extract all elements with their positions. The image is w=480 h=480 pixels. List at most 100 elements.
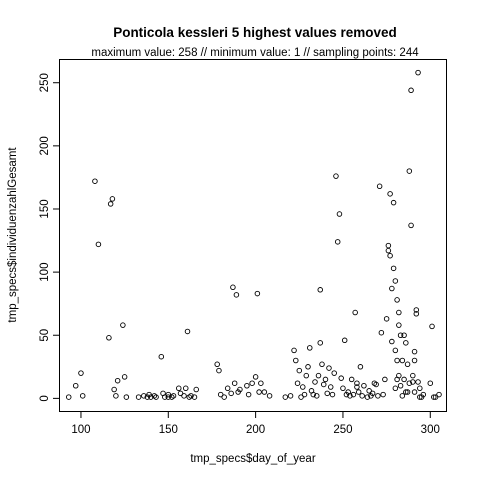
data-point [191,394,198,400]
data-point [113,393,119,399]
data-point [301,391,308,398]
data-point [184,328,191,335]
chart-title: Ponticola kessleri 5 highest values remo… [113,25,397,40]
data-point [249,380,255,386]
data-point [326,365,332,371]
data-point [392,278,399,284]
data-point [354,384,360,390]
data-point [258,380,264,386]
data-point [176,385,182,392]
y-axis-label: tmp_specs$individuenzahlGesamt [7,147,19,323]
data-point [396,309,402,316]
data-point [92,178,98,184]
x-tick-label: 200 [246,424,265,436]
data-point [317,340,323,346]
data-point [237,386,243,393]
data-point [221,394,227,400]
data-point [252,374,259,380]
data-point [383,316,390,322]
data-point [141,393,147,399]
data-point [406,168,413,174]
data-point [380,391,386,398]
data-point [322,376,329,383]
data-point [359,393,365,399]
data-point [123,394,130,400]
data-point [350,391,357,398]
data-point [427,380,434,386]
data-point [373,381,379,388]
data-point [291,347,297,354]
data-point [298,394,304,400]
data-point [233,292,240,298]
data-point [254,290,261,297]
data-point [364,394,371,400]
data-point [329,391,336,398]
data-point [193,386,199,393]
data-point [396,322,402,328]
data-point [354,380,360,386]
data-point [389,285,395,292]
data-point [188,393,194,399]
data-point [331,370,337,376]
data-point [78,370,84,376]
data-point [403,340,409,346]
data-point [324,390,330,397]
data-point [317,287,323,293]
y-tick-label: 100 [39,263,51,282]
data-point [303,372,310,379]
y-tick-label: 200 [39,136,51,155]
data-point [109,196,116,202]
data-point [389,338,395,345]
data-point [319,361,325,368]
data-point [224,385,231,392]
data-point [355,389,362,395]
data-point [417,385,423,392]
data-point [336,211,343,217]
data-point [352,309,358,316]
data-point [415,379,421,385]
data-point [266,393,273,399]
data-point [114,377,121,384]
data-point [394,357,400,364]
data-point [261,389,268,395]
data-point [436,391,442,398]
data-point [214,361,220,368]
data-point [183,385,189,392]
data-point [315,372,322,379]
data-point [165,394,172,400]
data-point [432,394,439,400]
data-point [385,242,392,249]
data-point [135,394,142,400]
data-point [230,284,236,291]
data-point [111,386,117,393]
data-point [390,265,397,272]
data-point [382,376,388,383]
data-point [413,311,420,317]
data-point [300,384,306,390]
data-point [375,393,381,399]
data-point [245,391,252,398]
data-point [406,380,413,386]
data-point [390,199,397,206]
data-point [399,393,406,399]
y-tick-label: 150 [39,199,51,218]
data-point [341,337,348,344]
data-point [404,389,411,395]
y-axis: 0 50 100 150 200 250 [39,73,60,402]
data-point [399,357,406,364]
data-point [410,372,416,379]
data-point [217,391,224,398]
data-point [401,376,407,383]
data-point [404,361,411,368]
data-point [296,367,303,374]
data-point [106,335,112,341]
data-point [158,353,165,360]
data-point [120,322,126,328]
data-point [216,367,222,374]
data-point [148,394,154,400]
data-point [348,376,355,383]
data-point [408,222,414,229]
data-point [312,379,318,385]
data-point [394,297,400,303]
